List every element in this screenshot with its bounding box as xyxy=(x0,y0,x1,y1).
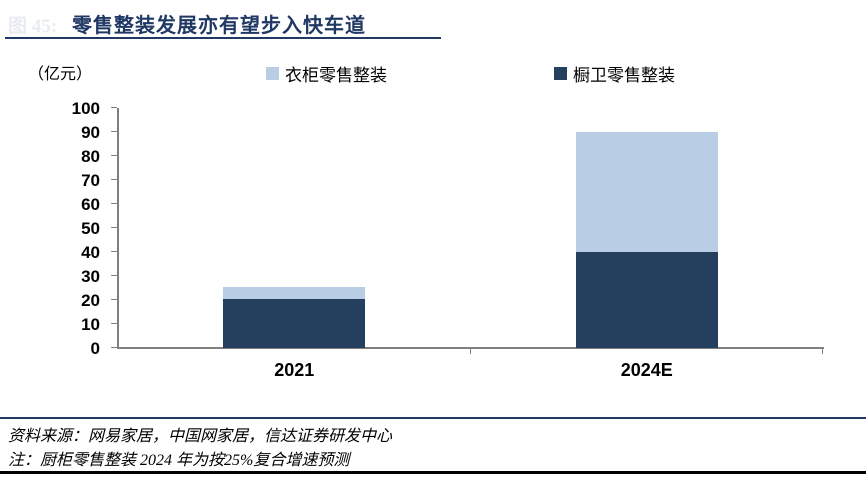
x-axis-category-label: 2021 xyxy=(274,360,315,380)
bar-chart-plot-area: 0 10 20 30 40 50 60 70 80 90 100 2021 2024E xyxy=(71,99,824,380)
legend-swatch-dark-icon xyxy=(554,67,567,80)
y-axis-tick xyxy=(111,227,117,228)
bar-segment-wardrobe-2024E xyxy=(575,132,718,252)
y-axis-unit-label: （亿元） xyxy=(28,66,93,83)
forecast-note: 注：厨柜零售整装 2024 年为按25%复合增速预测 xyxy=(8,452,350,469)
y-axis-tick xyxy=(111,107,117,108)
figure-header: 图 45: 零售整装发展亦有望步入快车道 xyxy=(0,8,866,38)
y-axis-tick xyxy=(111,131,117,132)
x-axis-category-label: 2024E xyxy=(620,360,673,380)
y-axis-tick-label: 70 xyxy=(81,171,100,190)
x-axis-tick xyxy=(822,347,823,354)
y-axis-tick xyxy=(111,203,117,204)
y-axis-tick-label: 80 xyxy=(81,147,100,166)
x-axis-tick xyxy=(469,347,471,354)
bar-segment-kitchen-bath-2021 xyxy=(223,298,366,348)
y-axis-tick-label: 60 xyxy=(81,195,100,214)
legend-label: 衣柜零售整装 xyxy=(285,66,387,85)
y-axis-tick xyxy=(111,323,117,324)
chart-title: 零售整装发展亦有望步入快车道 xyxy=(72,15,366,37)
chart-legend: 衣柜零售整装 橱卫零售整装 xyxy=(118,61,823,86)
bar-segment-kitchen-bath-2024E xyxy=(575,252,718,348)
y-axis-tick-label: 100 xyxy=(71,99,100,118)
y-axis-tick-label: 20 xyxy=(81,291,100,310)
x-axis-line xyxy=(117,347,824,349)
legend-item-wardrobe: 衣柜零售整装 xyxy=(266,61,387,86)
source-note: 资料来源：网易家居，中国网家居，信达证券研发中心 xyxy=(8,428,393,445)
bottom-rule xyxy=(0,471,866,474)
legend-item-kitchen-bath: 橱卫零售整装 xyxy=(554,61,675,86)
y-axis-tick xyxy=(111,275,117,276)
y-axis-tick-label: 90 xyxy=(81,123,100,142)
bar-segment-wardrobe-2021 xyxy=(223,286,366,299)
footer-divider xyxy=(0,417,866,419)
figure-number-ghost: 图 45: xyxy=(8,16,58,37)
y-axis-tick-label: 30 xyxy=(81,267,100,286)
y-axis-line xyxy=(117,108,119,348)
legend-label: 橱卫零售整装 xyxy=(573,66,675,85)
y-axis-tick-label: 40 xyxy=(81,243,100,262)
y-axis-tick xyxy=(111,251,117,252)
y-axis-tick-label: 50 xyxy=(81,219,100,238)
y-axis-tick-label: 0 xyxy=(90,339,100,358)
y-axis-tick-label: 10 xyxy=(81,315,100,334)
y-axis-tick xyxy=(111,347,117,348)
y-axis-tick xyxy=(111,299,117,300)
legend-swatch-light-icon xyxy=(266,67,279,80)
y-axis-tick xyxy=(111,155,117,156)
y-axis-tick xyxy=(111,179,117,180)
title-underline xyxy=(5,37,441,39)
